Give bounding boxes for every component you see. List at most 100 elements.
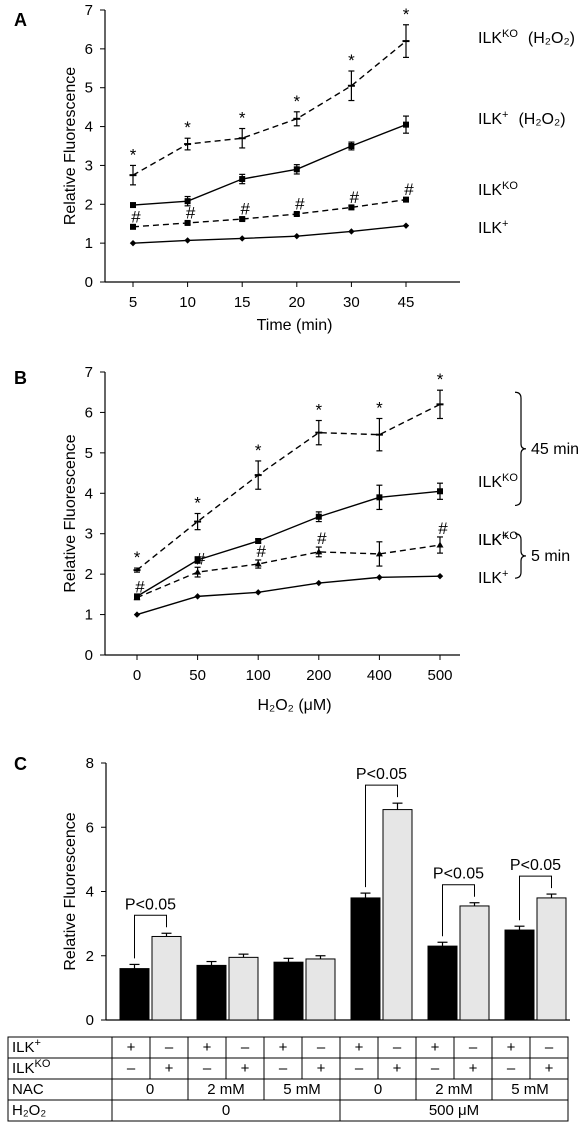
label-superscript: KO [35, 1058, 51, 1070]
panel-letter: B [14, 368, 27, 388]
label-superscript: KO [502, 472, 518, 484]
significance-star: * [403, 5, 410, 24]
series-label: ILKKO [478, 472, 518, 491]
significance-hash: # [295, 194, 305, 213]
label-main: ILK [478, 532, 502, 549]
marker-diamond [436, 572, 444, 580]
marker-diamond [348, 228, 355, 235]
x-tick-label: 20 [288, 294, 305, 311]
marker-triangle [254, 560, 262, 567]
brace-label: 5 min [531, 548, 570, 565]
brace [514, 391, 527, 507]
bar [504, 929, 535, 1021]
series-1: ******ILKKO (H₂O₂) [129, 5, 575, 186]
y-tick-label: 8 [86, 755, 94, 772]
marker-square [348, 204, 355, 211]
panel-b: B 0 1 2 3 4 5 6 7 0 50 100 200 400 500 Relative Fluores… [14, 364, 579, 714]
label-main: ILK [12, 1060, 35, 1077]
table-cell: + [355, 1039, 364, 1056]
marker-diamond [255, 589, 262, 596]
label-suffix: (H₂O₂) [528, 30, 575, 47]
y-tick-label: 4 [85, 119, 93, 136]
marker-square [315, 513, 322, 520]
y-tick-label: 1 [85, 235, 93, 252]
y-tick-label: 5 [85, 445, 93, 462]
x-tick-label: 100 [246, 667, 271, 684]
marker-diamond [194, 593, 201, 600]
y-tick-label: 2 [85, 566, 93, 583]
marker-triangle [133, 594, 141, 601]
marker-diamond [129, 239, 137, 247]
x-tick-label: 50 [189, 667, 206, 684]
table-cell: – [127, 1060, 136, 1077]
series-label: ILK+ [478, 218, 508, 237]
y-tick-label: 4 [86, 884, 94, 901]
series-line [136, 575, 441, 616]
marker-square [293, 166, 300, 173]
table-cell: 5 mM [283, 1081, 321, 1098]
marker-square [130, 223, 136, 230]
significance-star: * [130, 145, 137, 164]
x-axis-title: Time (min) [257, 317, 333, 334]
table-cell: + [507, 1039, 516, 1056]
x-tick-label: 10 [179, 294, 196, 311]
table-cell: + [165, 1060, 174, 1077]
bar [350, 897, 381, 1021]
bar [228, 956, 259, 1021]
series-label: ILKKO (H₂O₂) [478, 28, 575, 47]
significance-hash: # [317, 529, 327, 548]
y-axis-title: Relative Fluorescence [62, 812, 79, 970]
series-3: ILK+ [133, 568, 508, 618]
bar [119, 968, 150, 1021]
table-row-label: H₂O₂ [12, 1102, 46, 1119]
significance-bracket [442, 884, 475, 937]
x-tick-label: 30 [343, 294, 360, 311]
y-tick-label: 0 [85, 647, 93, 664]
x-tick-label: 0 [133, 667, 141, 684]
y-tick-label: 1 [85, 607, 93, 624]
table-cell: + [279, 1039, 288, 1056]
table-cell: – [279, 1060, 288, 1077]
table-cell: – [203, 1060, 212, 1077]
x-tick-label: 500 [427, 667, 452, 684]
marker-square [255, 537, 262, 544]
marker-diamond [239, 235, 246, 242]
table-cell: – [317, 1039, 326, 1056]
series-0: ILK+ (H₂O₂) [130, 109, 566, 209]
series-label: ILK+ (H₂O₂) [478, 109, 566, 128]
y-tick-label: 5 [85, 80, 93, 97]
x-tick-label: 15 [234, 294, 251, 311]
series-line [132, 198, 407, 228]
p-value-label: P<0.05 [356, 766, 407, 783]
label-main: ILK [478, 474, 502, 491]
significance-star: * [437, 370, 444, 389]
table-cell: 0 [222, 1102, 230, 1119]
bar [427, 945, 458, 1021]
panel-c: C 0 2 4 6 8 Relative Fluorescence P<0.05 P<0.05 P… [7, 754, 570, 1122]
y-tick-label: 3 [85, 526, 93, 543]
bar [305, 958, 336, 1021]
significance-star: * [184, 118, 191, 137]
series-label: ILK+ [478, 568, 508, 587]
series-line [132, 40, 407, 176]
marker-diamond [315, 579, 322, 587]
series-label: ILKKO [478, 180, 518, 199]
significance-bracket [365, 784, 398, 888]
series-3: ILK+ [129, 218, 508, 247]
bar [459, 905, 490, 1021]
label-main: ILK [478, 111, 502, 128]
p-value-label: P<0.05 [510, 857, 561, 874]
y-tick-label: 7 [85, 364, 93, 381]
series-label: ILKKO [478, 530, 518, 549]
significance-star: * [134, 548, 141, 567]
significance-bracket [519, 875, 552, 921]
significance-star: * [239, 109, 246, 128]
x-tick-label: 200 [306, 667, 331, 684]
table-cell: 500 μM [429, 1102, 479, 1119]
marker-square [376, 494, 383, 501]
x-axis-title: H₂O₂ (μM) [257, 697, 331, 714]
label-superscript: KO [502, 180, 518, 192]
table-cell: 0 [146, 1081, 154, 1098]
significance-star: * [376, 398, 383, 417]
label-main: ILK [478, 182, 502, 199]
